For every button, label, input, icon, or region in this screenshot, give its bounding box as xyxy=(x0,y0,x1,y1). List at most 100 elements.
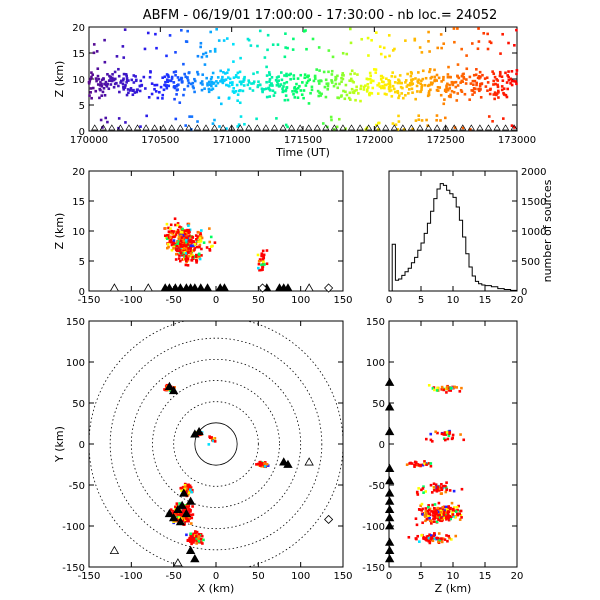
time-height-point xyxy=(425,118,428,122)
time-height-point xyxy=(459,88,463,92)
time-height-point xyxy=(469,82,473,85)
ground-marker xyxy=(347,124,356,131)
time-height-point xyxy=(404,39,407,42)
x-height-point xyxy=(198,257,202,261)
time-height-point xyxy=(90,71,93,74)
panel-height-y: 0 5 10 15 20 -150 -100 -50 0 50 100 150 Z (km) xyxy=(362,317,523,595)
height-y-point xyxy=(429,438,433,442)
time-height-point xyxy=(159,85,163,89)
time-height-point xyxy=(167,75,170,79)
height-y-point xyxy=(442,513,446,517)
time-height-point xyxy=(456,84,460,87)
x-height-point xyxy=(196,235,200,238)
time-height-point xyxy=(261,89,264,92)
height-y-point xyxy=(434,430,437,434)
time-height-point xyxy=(233,90,236,94)
station-marker xyxy=(109,283,120,292)
time-height-point xyxy=(90,96,93,100)
height-y-point xyxy=(444,490,448,494)
time-height-point xyxy=(139,125,142,128)
time-height-point xyxy=(326,87,330,91)
time-height-point xyxy=(219,102,223,106)
time-height-point xyxy=(443,116,447,120)
time-height-point xyxy=(504,71,507,75)
time-height-point xyxy=(274,78,278,82)
height-y-point xyxy=(451,433,455,437)
time-height-point xyxy=(423,83,427,87)
height-y-point xyxy=(436,506,440,510)
time-height-point xyxy=(125,74,128,78)
height-y-point xyxy=(447,514,451,518)
time-height-point xyxy=(391,122,395,125)
time-height-point xyxy=(161,76,164,79)
x-height-point xyxy=(191,255,195,259)
ground-marker xyxy=(142,124,150,131)
time-height-point xyxy=(299,89,303,92)
time-height-point xyxy=(286,125,289,129)
ground-marker xyxy=(339,124,347,131)
plan-point xyxy=(192,538,196,541)
height-y-point xyxy=(452,506,456,509)
time-height-point xyxy=(285,72,288,76)
height-y-point xyxy=(449,517,452,521)
x-height-point xyxy=(182,253,186,257)
time-height-point xyxy=(320,92,323,96)
plan-point xyxy=(184,517,188,520)
time-height-point xyxy=(385,93,388,96)
time-height-point xyxy=(456,75,460,78)
time-height-point xyxy=(334,78,337,82)
height-y-point xyxy=(434,513,438,516)
time-height-point xyxy=(303,76,307,80)
time-height-point xyxy=(132,74,136,77)
time-height-point xyxy=(124,84,127,87)
time-height-point xyxy=(201,73,205,76)
height-y-point xyxy=(455,386,459,389)
x-height-point xyxy=(166,233,169,237)
plan-point xyxy=(188,537,191,541)
height-y-point xyxy=(428,516,431,520)
time-height-point xyxy=(193,77,196,81)
time-height-point xyxy=(366,83,370,86)
station-marker xyxy=(196,283,206,292)
time-height-point xyxy=(513,126,516,129)
time-height-point xyxy=(115,55,119,58)
x-height-point xyxy=(258,258,262,261)
time-height-point xyxy=(173,97,176,101)
time-height-point xyxy=(447,95,451,98)
height-y-point xyxy=(456,512,459,516)
time-height-point xyxy=(450,80,454,84)
time-height-point xyxy=(464,82,468,85)
x-height-point xyxy=(194,253,198,257)
x-height-point xyxy=(174,223,177,227)
time-height-point xyxy=(393,75,397,79)
time-height-point xyxy=(318,91,321,95)
time-height-point xyxy=(168,34,172,37)
time-height-point xyxy=(355,85,358,89)
y-tick-label: -50 xyxy=(69,481,85,492)
time-height-point xyxy=(281,89,285,93)
x-height-point xyxy=(166,237,169,240)
height-y-point xyxy=(429,534,433,537)
height-y-point xyxy=(422,491,425,494)
time-height-point xyxy=(284,94,288,97)
time-height-point xyxy=(295,90,299,94)
time-height-point xyxy=(279,71,283,74)
time-height-point xyxy=(449,93,452,97)
time-height-point xyxy=(380,86,383,90)
time-height-point xyxy=(161,97,164,100)
x-height-point xyxy=(262,255,265,259)
time-height-point xyxy=(104,116,108,120)
time-height-point xyxy=(228,77,232,81)
time-height-point xyxy=(256,44,259,48)
time-height-point xyxy=(318,69,321,72)
time-height-point xyxy=(427,92,431,95)
y-tick-label: 15 xyxy=(72,197,85,208)
time-height-point xyxy=(411,78,415,81)
time-height-point xyxy=(210,75,214,79)
time-height-point xyxy=(133,91,137,94)
height-y-point xyxy=(454,510,458,513)
time-height-point xyxy=(454,85,458,89)
time-height-point xyxy=(336,74,339,78)
time-height-point xyxy=(414,119,418,122)
plan-point xyxy=(187,491,191,495)
